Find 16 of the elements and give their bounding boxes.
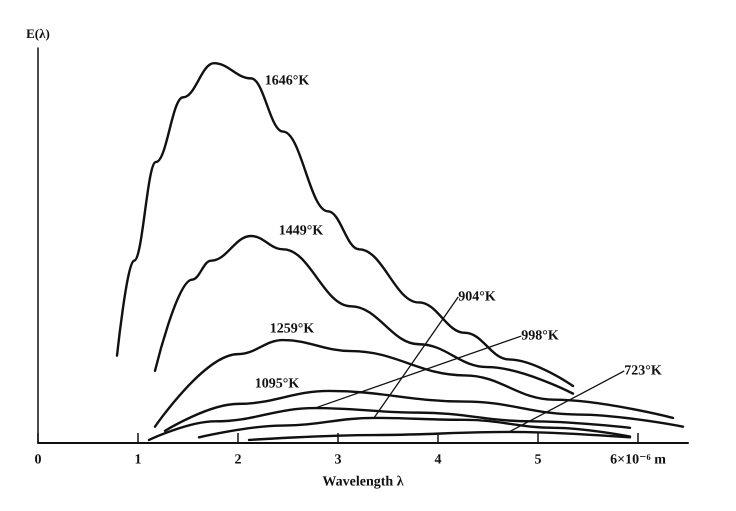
- series-label: 1449°K: [278, 224, 324, 239]
- text: 723°K: [624, 363, 662, 378]
- x-tick-label: 3: [334, 452, 342, 468]
- x-tick-label: 2: [234, 452, 242, 468]
- x-tick-label: 0: [34, 452, 42, 468]
- x-tick-label: 5: [534, 452, 542, 468]
- text: 904°K: [458, 289, 496, 304]
- x-tick-label: 4: [434, 452, 442, 468]
- x-axis-title: Wavelength λ: [322, 474, 404, 490]
- x-tick-label: 1: [134, 452, 142, 468]
- text: 998°K: [521, 328, 559, 344]
- y-axis-title: E(λ): [26, 26, 50, 41]
- series-label: 1095°K: [254, 376, 300, 392]
- x-tick-label: 6×10⁻⁶ m: [610, 452, 666, 468]
- series-label: 1259°K: [270, 322, 314, 337]
- series-label: 1646°K: [264, 74, 310, 89]
